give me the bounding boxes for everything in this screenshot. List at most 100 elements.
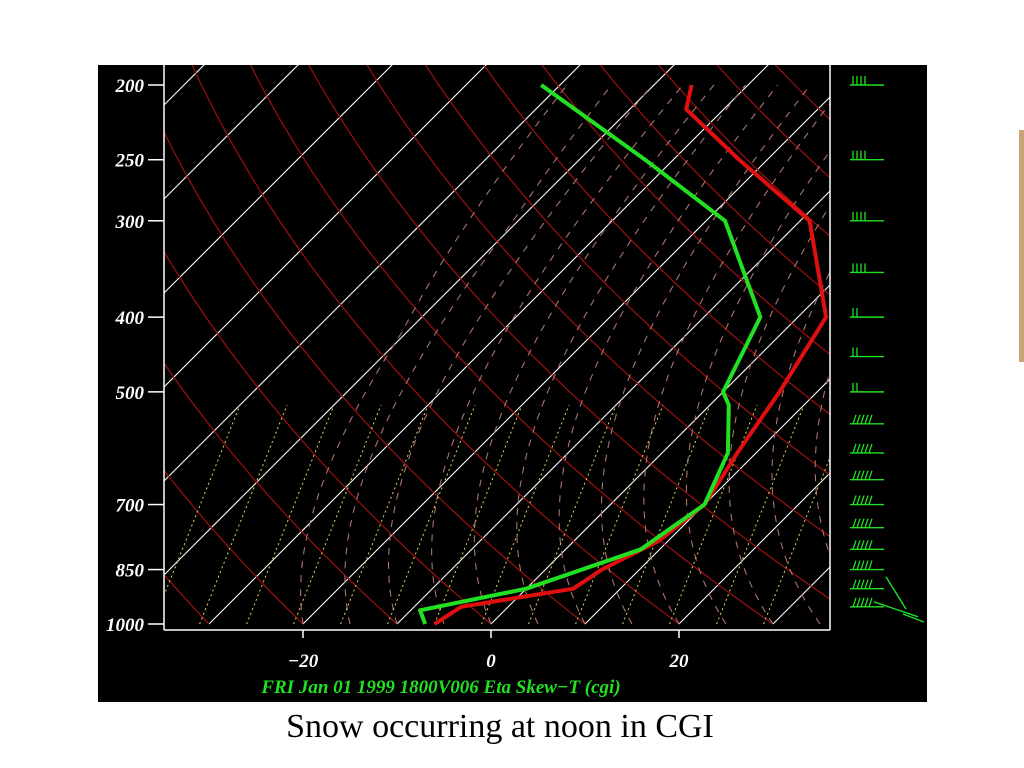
wind-barb-flag: [864, 470, 869, 480]
dry-adiabat-line: [164, 130, 586, 625]
dry-adiabat-line: [657, 65, 830, 237]
y-tick-label: 250: [115, 151, 145, 172]
mixing-ratio-line: [669, 404, 758, 625]
moist-adiabat-line: [344, 84, 612, 625]
dry-adiabat-line: [164, 573, 210, 625]
slide-caption: Snow occurring at noon in CGI: [286, 708, 714, 745]
wind-barb-flag: [860, 495, 865, 505]
isotherm-line: [164, 65, 299, 200]
mixing-ratio-line: [763, 456, 830, 625]
y-tick-label: 400: [115, 308, 145, 329]
wind-barb: [850, 263, 884, 274]
dry-adiabat-line: [424, 65, 830, 476]
moist-adiabat-line: [685, 149, 830, 625]
wind-barb-flag: [860, 597, 865, 608]
wind-barb-shaft: [902, 613, 925, 623]
wind-barb: [850, 211, 884, 222]
dry-adiabat-line: [366, 65, 830, 538]
y-tick-label: 300: [115, 212, 145, 233]
mixing-ratio-line: [575, 404, 664, 625]
dry-adiabat-line: [191, 65, 680, 625]
mixing-ratio-line: [528, 404, 617, 625]
mixing-ratio-line: [199, 404, 288, 625]
wind-barb-flag: [856, 560, 861, 570]
y-tick-label: 500: [116, 383, 145, 404]
moist-adiabat-line: [516, 84, 746, 625]
wind-barb-shaft: [873, 601, 919, 618]
wind-barb-flag: [852, 495, 857, 505]
dry-adiabat-line: [249, 65, 774, 625]
wind-barb-flag: [868, 560, 873, 570]
wind-barb: [850, 597, 884, 608]
moist-adiabat-line: [387, 84, 653, 625]
wind-barb-flag: [856, 579, 861, 589]
mixing-ratio-line: [716, 404, 805, 625]
wind-barb-flag: [852, 443, 857, 454]
wind-barb-flag: [868, 540, 873, 550]
wind-barb-flag: [856, 597, 861, 608]
isotherm-line: [584, 378, 830, 625]
mixing-ratio-line: [622, 404, 711, 625]
wind-barb-flag: [856, 414, 861, 424]
wind-barb-flag: [868, 597, 873, 608]
wind-barb-flag: [860, 470, 865, 480]
wind-barb-flag: [860, 560, 865, 570]
y-tick-label: 700: [116, 496, 145, 517]
y-tick-label: 200: [115, 76, 145, 97]
chart-title: FRI Jan 01 1999 1800V006 Eta Skew−T (cgi…: [260, 677, 620, 698]
wind-barb-flag: [864, 579, 869, 589]
moist-adiabat-line: [431, 84, 684, 625]
wind-barb-flag: [860, 579, 865, 589]
skew-t-panel: 200 250 300 400 500 700 850 1000 −20 0 20 FRI Jan …: [98, 65, 1024, 702]
wind-barb: [850, 308, 884, 318]
mixing-ratio-line: [434, 404, 523, 625]
wind-barb: [850, 414, 884, 425]
wind-barb-flag: [864, 597, 869, 608]
wind-barb-flag: [856, 443, 861, 454]
mixing-ratio-line: [246, 404, 335, 625]
isotherm-line: [678, 472, 830, 625]
dry-adiabat-line: [541, 65, 830, 356]
isotherm-line: [164, 65, 581, 482]
y-tick-label: 1000: [106, 615, 145, 636]
isotherm-line: [164, 65, 393, 294]
wind-barb-flag: [856, 495, 861, 505]
moist-adiabat-line: [814, 369, 830, 557]
wind-barb: [850, 470, 884, 481]
wind-barb: [850, 518, 884, 529]
wind-barb: [850, 443, 884, 454]
wind-barb-flag: [868, 518, 873, 528]
window-scroll-edge: [1019, 130, 1024, 362]
wind-barb-flag: [852, 518, 857, 528]
wind-barb: [850, 540, 884, 550]
moist-adiabat-line: [473, 84, 715, 625]
wind-barb: [850, 382, 884, 393]
wind-barb: [850, 150, 884, 161]
wind-barb-flag: [852, 579, 857, 589]
wind-barb: [850, 495, 884, 506]
mixing-ratio-line: [481, 404, 570, 625]
wind-barb-flag: [856, 470, 861, 480]
mixing-ratio-line: [340, 404, 429, 625]
isotherm-line: [396, 190, 830, 625]
skew-t-chart: 200 250 300 400 500 700 850 1000 −20 0 20 FRI Jan …: [106, 65, 927, 698]
wind-barb-flag: [864, 560, 869, 570]
mixing-ratio-line: [164, 404, 241, 597]
wind-barb-flag: [868, 414, 873, 424]
isotherm-line: [867, 65, 927, 624]
wind-barb-flag: [864, 414, 869, 424]
dry-adiabat-line: [483, 65, 830, 416]
x-tick-label: 0: [486, 651, 496, 672]
dry-adiabat-line: [164, 362, 398, 625]
moist-adiabat-line: [600, 84, 811, 625]
x-tick-label: 20: [669, 651, 690, 672]
wind-barb-flag: [860, 518, 865, 528]
wind-barb-flag: [852, 540, 857, 550]
isotherm-line: [302, 96, 830, 625]
wind-barb: [850, 560, 884, 571]
isotherm-line: [208, 65, 769, 625]
wind-barb-flag: [852, 470, 857, 480]
wind-barb-flag: [864, 443, 869, 454]
dry-adiabat-line: [164, 469, 304, 625]
mixing-ratio-line: [293, 404, 382, 625]
